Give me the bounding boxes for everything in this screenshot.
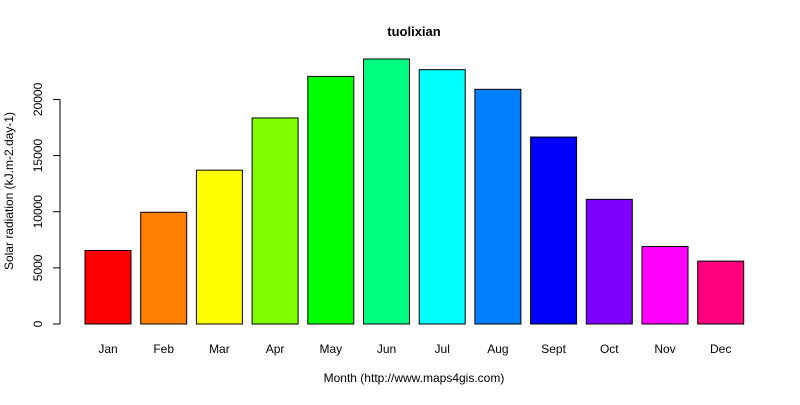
bar-apr: [251, 117, 299, 325]
bar-dec: [697, 260, 745, 325]
x-tick-label-mar: Mar: [209, 342, 230, 356]
y-axis: 0 5000 10000 15000 20000: [31, 82, 61, 327]
x-tick-label-feb: Feb: [153, 342, 174, 356]
y-tick-label: 20000: [31, 82, 45, 116]
category-labels: Jan Feb Mar Apr May Jun Jul Aug Sept Oct Nov Dec: [98, 342, 731, 356]
bar-oct: [585, 198, 633, 325]
x-tick-label-jul: Jul: [435, 342, 450, 356]
x-tick-label-sept: Sept: [541, 342, 566, 356]
x-axis-label: Month (http://www.maps4gis.com): [324, 371, 505, 385]
x-tick-label-nov: Nov: [654, 342, 675, 356]
bar-mar: [195, 169, 243, 325]
bar-jul: [418, 69, 466, 325]
x-tick-label-dec: Dec: [710, 342, 731, 356]
x-tick-label-apr: Apr: [266, 342, 285, 356]
bar-may: [307, 75, 355, 325]
bar-jun: [363, 58, 410, 325]
y-tick-label: 0: [31, 320, 45, 327]
chart-title: tuolixian: [387, 24, 441, 39]
bar-sept: [530, 136, 578, 325]
x-tick-label-aug: Aug: [487, 342, 508, 356]
y-tick-label: 15000: [31, 139, 45, 173]
y-axis-label: Solar radiation (kJ.m-2.day-1): [2, 112, 16, 270]
bar-jan: [84, 249, 132, 325]
bar-nov: [641, 246, 689, 325]
x-tick-label-may: May: [319, 342, 342, 356]
x-tick-label-jun: Jun: [377, 342, 396, 356]
x-tick-label-oct: Oct: [600, 342, 619, 356]
y-tick-label: 5000: [31, 254, 45, 281]
bars-group: [84, 58, 745, 325]
bar-feb: [140, 211, 188, 325]
y-tick-label: 10000: [31, 195, 45, 229]
bar-aug: [474, 88, 522, 325]
x-tick-label-jan: Jan: [98, 342, 117, 356]
